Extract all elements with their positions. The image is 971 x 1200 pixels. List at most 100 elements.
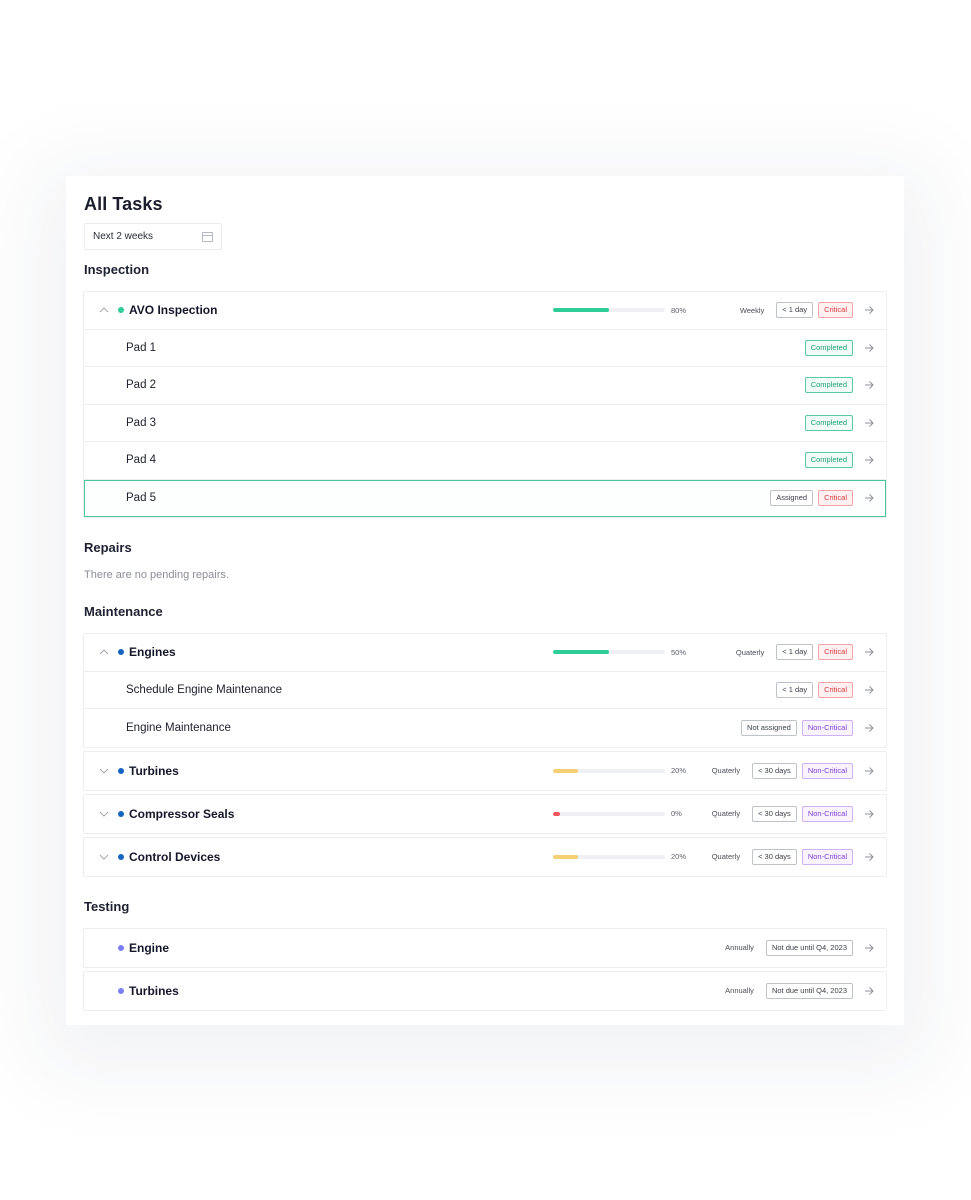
due-badge: < 30 days xyxy=(752,805,797,822)
empty-state-text: There are no pending repairs. xyxy=(84,569,229,581)
arrow-right-icon[interactable] xyxy=(864,852,874,862)
arrow-right-icon[interactable] xyxy=(864,418,874,428)
task-meta: Weekly < 1 day Critical xyxy=(739,302,874,319)
status-dot xyxy=(118,810,124,817)
task-row-compressor-seals[interactable]: Compressor Seals 0% Quaterly < 30 days N… xyxy=(84,795,886,833)
task-row-control-devices[interactable]: Control Devices 20% Quaterly < 30 days N… xyxy=(84,838,886,876)
chevron-down-icon[interactable] xyxy=(99,852,109,862)
task-label: Turbines xyxy=(129,763,179,778)
due-badge: < 30 days xyxy=(752,762,797,779)
arrow-right-icon[interactable] xyxy=(864,343,874,353)
priority-badge: Critical xyxy=(818,644,853,661)
chevron-up-icon[interactable] xyxy=(99,305,109,315)
arrow-right-icon[interactable] xyxy=(864,766,874,776)
priority-badge: Non-Critical xyxy=(801,805,853,822)
task-row-avo-inspection[interactable]: AVO Inspection 80% Weekly < 1 day Critic… xyxy=(84,292,886,330)
arrow-right-icon[interactable] xyxy=(864,493,874,503)
chevron-down-icon[interactable] xyxy=(99,766,109,776)
task-meta: Completed xyxy=(804,414,874,431)
task-label: Compressor Seals xyxy=(129,806,235,821)
task-label: Pad 1 xyxy=(126,341,157,354)
frequency-label: Quaterly xyxy=(735,647,765,657)
progress-fill xyxy=(553,650,609,655)
progress-fill xyxy=(553,768,578,773)
status-dot xyxy=(118,944,124,951)
task-row-pad-1[interactable]: Pad 1 Completed xyxy=(84,330,886,367)
status-badge: Completed xyxy=(804,377,853,394)
section-title-maintenance: Maintenance xyxy=(84,604,163,619)
task-label: Pad 2 xyxy=(126,379,157,392)
due-badge: < 1 day xyxy=(776,302,814,319)
chevron-down-icon[interactable] xyxy=(99,809,109,819)
task-meta: Quaterly < 30 days Non-Critical xyxy=(711,805,874,822)
task-row-schedule-engine-maintenance[interactable]: Schedule Engine Maintenance < 1 day Crit… xyxy=(84,672,886,709)
status-badge: Not assigned xyxy=(741,719,797,736)
progress-bar xyxy=(553,854,665,859)
arrow-right-icon[interactable] xyxy=(864,809,874,819)
task-group-testing-engine: Engine Annually Not due until Q4, 2023 xyxy=(83,928,887,968)
task-label: Engine Maintenance xyxy=(126,721,231,734)
progress-fill xyxy=(553,854,578,859)
task-row-pad-3[interactable]: Pad 3 Completed xyxy=(84,405,886,442)
arrow-right-icon[interactable] xyxy=(864,943,874,953)
task-row-pad-5[interactable]: Pad 5 Assigned Critical xyxy=(84,479,886,517)
task-row-testing-turbines[interactable]: Turbines Annually Not due until Q4, 2023 xyxy=(84,972,886,1010)
task-group-testing-turbines: Turbines Annually Not due until Q4, 2023 xyxy=(83,971,887,1011)
priority-badge: Critical xyxy=(818,302,853,319)
task-group-compressor-seals: Compressor Seals 0% Quaterly < 30 days N… xyxy=(83,794,887,834)
task-meta: Completed xyxy=(804,377,874,394)
task-meta: Not assigned Non-Critical xyxy=(741,719,874,736)
task-row-engine-maintenance[interactable]: Engine Maintenance Not assigned Non-Crit… xyxy=(84,709,886,747)
task-row-pad-4[interactable]: Pad 4 Completed xyxy=(84,442,886,480)
date-range-filter[interactable]: Next 2 weeks xyxy=(84,223,222,250)
status-badge: Completed xyxy=(804,452,853,469)
task-row-engines[interactable]: Engines 50% Quaterly < 1 day Critical xyxy=(84,634,886,672)
arrow-right-icon[interactable] xyxy=(864,647,874,657)
task-meta: Quaterly < 1 day Critical xyxy=(735,644,874,661)
due-badge: Not due until Q4, 2023 xyxy=(765,982,853,999)
task-label: Schedule Engine Maintenance xyxy=(126,683,283,696)
progress-percent: 20% xyxy=(671,766,687,776)
arrow-right-icon[interactable] xyxy=(864,986,874,996)
section-title-inspection: Inspection xyxy=(84,262,150,277)
progress-percent: 80% xyxy=(671,305,687,315)
task-row-pad-2[interactable]: Pad 2 Completed xyxy=(84,367,886,405)
section-title-repairs: Repairs xyxy=(84,540,132,555)
status-badge: Assigned xyxy=(770,490,814,507)
progress-percent: 50% xyxy=(671,647,687,657)
status-dot xyxy=(118,767,124,774)
due-badge: < 1 day xyxy=(776,681,814,698)
arrow-right-icon[interactable] xyxy=(864,685,874,695)
status-badge: Completed xyxy=(804,414,853,431)
status-dot xyxy=(118,853,124,860)
frequency-label: Quaterly xyxy=(711,809,741,819)
arrow-right-icon[interactable] xyxy=(864,723,874,733)
due-badge: Not due until Q4, 2023 xyxy=(765,939,853,956)
frequency-label: Quaterly xyxy=(711,852,741,862)
task-meta: Annually Not due until Q4, 2023 xyxy=(725,982,874,999)
frequency-label: Annually xyxy=(725,943,754,953)
frequency-label: Annually xyxy=(725,986,754,996)
frequency-label: Weekly xyxy=(739,305,765,315)
progress-bar xyxy=(553,308,665,313)
status-dot xyxy=(118,307,124,314)
priority-badge: Critical xyxy=(818,490,853,507)
task-meta: Completed xyxy=(804,452,874,469)
priority-badge: Non-Critical xyxy=(801,719,853,736)
arrow-right-icon[interactable] xyxy=(864,380,874,390)
task-label: AVO Inspection xyxy=(129,303,218,318)
arrow-right-icon[interactable] xyxy=(864,455,874,465)
task-group-avo-inspection: AVO Inspection 80% Weekly < 1 day Critic… xyxy=(83,291,887,518)
task-row-turbines[interactable]: Turbines 20% Quaterly < 30 days Non-Crit… xyxy=(84,752,886,790)
chevron-up-icon[interactable] xyxy=(99,647,109,657)
task-label: Pad 4 xyxy=(126,454,157,467)
task-label: Pad 5 xyxy=(126,492,157,505)
arrow-right-icon[interactable] xyxy=(864,305,874,315)
task-meta: Quaterly < 30 days Non-Critical xyxy=(711,848,874,865)
section-title-testing: Testing xyxy=(84,899,130,914)
calendar-icon[interactable] xyxy=(202,231,213,242)
priority-badge: Non-Critical xyxy=(801,762,853,779)
task-group-control-devices: Control Devices 20% Quaterly < 30 days N… xyxy=(83,837,887,877)
task-label: Engines xyxy=(129,645,176,660)
task-row-testing-engine[interactable]: Engine Annually Not due until Q4, 2023 xyxy=(84,929,886,967)
